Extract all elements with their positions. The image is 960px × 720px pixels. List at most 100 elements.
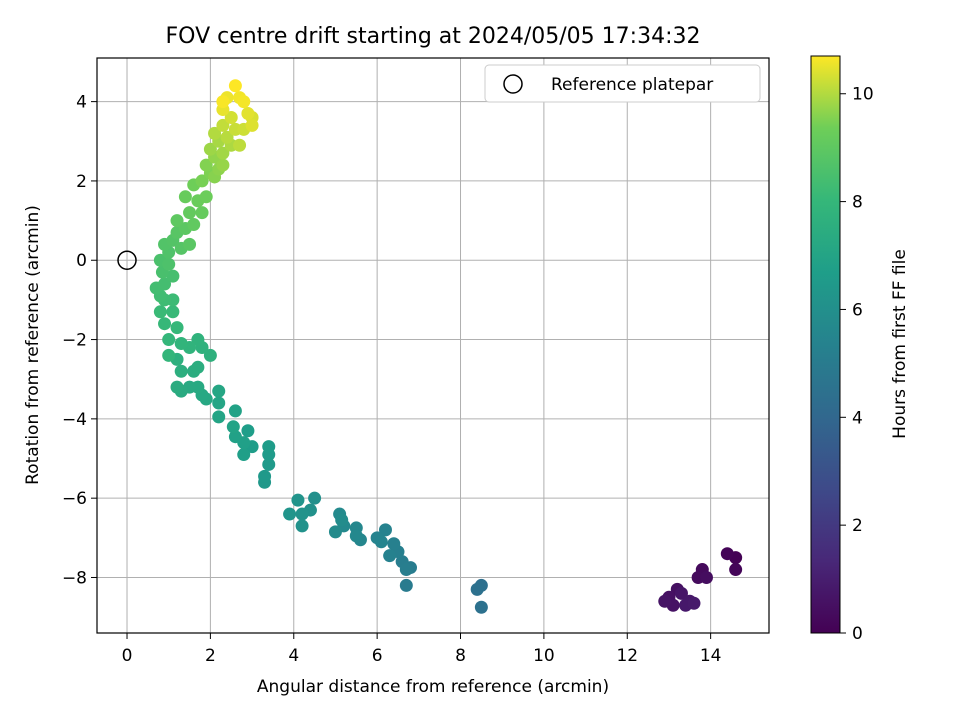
colorbar-label: Hours from first FF file — [890, 249, 910, 439]
y-tick-label: 4 — [76, 93, 87, 113]
data-point — [183, 206, 197, 220]
x-axis-ticks: 0 2 4 6 8 10 12 14 — [122, 633, 722, 666]
data-point — [166, 305, 180, 319]
data-point — [470, 582, 484, 596]
data-point — [349, 529, 363, 543]
data-point — [216, 118, 230, 132]
y-tick-label: 0 — [76, 251, 87, 271]
legend: Reference platepar — [484, 64, 761, 103]
data-point — [241, 107, 255, 121]
data-point — [228, 430, 242, 444]
data-point — [687, 596, 701, 610]
legend-label: Reference platepar — [551, 75, 713, 95]
data-point — [383, 549, 397, 563]
data-point — [228, 404, 242, 418]
data-point — [203, 348, 217, 362]
x-tick-label: 2 — [205, 646, 216, 666]
data-point — [378, 523, 392, 537]
data-point — [170, 380, 184, 394]
y-axis-ticks: −8 −6 −4 −2 0 2 4 — [62, 93, 97, 588]
data-point — [212, 396, 226, 410]
data-point — [674, 586, 688, 600]
data-point — [387, 537, 401, 551]
x-tick-label: 4 — [288, 646, 299, 666]
data-point — [720, 547, 734, 561]
data-point — [220, 130, 234, 144]
data-point — [258, 469, 272, 483]
colorbar-tick-label: 2 — [852, 516, 863, 536]
y-tick-label: −8 — [62, 568, 87, 588]
data-point — [262, 457, 276, 471]
data-point — [199, 158, 213, 172]
data-point — [203, 142, 217, 156]
colorbar-gradient — [810, 55, 841, 634]
y-tick-label: −6 — [62, 489, 87, 509]
data-point — [283, 507, 297, 521]
legend-marker-icon — [503, 74, 523, 94]
data-point — [295, 519, 309, 533]
chart-title: FOV centre drift starting at 2024/05/05 … — [166, 24, 701, 49]
data-point — [195, 174, 209, 188]
x-tick-label: 12 — [616, 646, 638, 666]
y-tick-label: −2 — [62, 331, 87, 351]
data-point — [178, 190, 192, 204]
data-point — [245, 118, 259, 132]
x-tick-label: 14 — [700, 646, 722, 666]
colorbar-ticks: 0 2 4 6 8 10 — [840, 85, 874, 644]
colorbar-tick-label: 0 — [852, 624, 863, 644]
x-tick-label: 0 — [122, 646, 133, 666]
data-point — [729, 563, 743, 577]
legend-box — [484, 64, 761, 103]
reference-platepar-marker — [117, 250, 137, 270]
data-point — [208, 126, 222, 140]
data-point — [170, 321, 184, 335]
data-point — [237, 448, 251, 462]
y-tick-label: −4 — [62, 410, 87, 430]
data-point — [158, 277, 172, 291]
data-point — [199, 190, 213, 204]
data-point — [153, 305, 167, 319]
data-point — [174, 337, 188, 351]
data-point — [224, 110, 238, 124]
data-point — [308, 491, 322, 505]
data-point — [212, 410, 226, 424]
data-point — [291, 493, 305, 507]
data-point — [158, 317, 172, 331]
colorbar: 0 2 4 6 8 10 Hours from first FF file — [810, 55, 910, 644]
data-point — [374, 535, 388, 549]
data-point — [237, 95, 251, 109]
x-axis-label: Angular distance from reference (arcmin) — [257, 677, 609, 697]
data-point — [162, 257, 176, 271]
data-point — [226, 420, 240, 434]
data-point — [187, 218, 201, 232]
y-axis-label: Rotation from reference (arcmin) — [23, 205, 43, 485]
data-point — [658, 594, 672, 608]
data-point — [162, 333, 176, 347]
colorbar-tick-label: 8 — [852, 193, 863, 213]
data-point — [241, 424, 255, 438]
data-point — [183, 237, 197, 251]
data-point — [216, 146, 230, 160]
x-tick-label: 8 — [455, 646, 466, 666]
data-point — [166, 269, 180, 283]
data-point — [335, 513, 349, 527]
data-point — [228, 79, 242, 93]
data-point — [212, 384, 226, 398]
data-point — [174, 364, 188, 378]
x-tick-label: 10 — [533, 646, 555, 666]
data-point — [295, 507, 309, 521]
data-point — [216, 95, 230, 109]
y-tick-label: 2 — [76, 172, 87, 192]
data-point — [328, 525, 342, 539]
data-point — [191, 333, 205, 347]
data-point — [262, 440, 276, 454]
grid — [97, 58, 769, 633]
colorbar-tick-label: 10 — [852, 85, 874, 105]
scatter-points — [149, 79, 743, 614]
data-point — [474, 600, 488, 614]
data-point — [399, 563, 413, 577]
data-point — [216, 158, 230, 172]
data-point — [170, 214, 184, 228]
colorbar-tick-label: 4 — [852, 408, 863, 428]
